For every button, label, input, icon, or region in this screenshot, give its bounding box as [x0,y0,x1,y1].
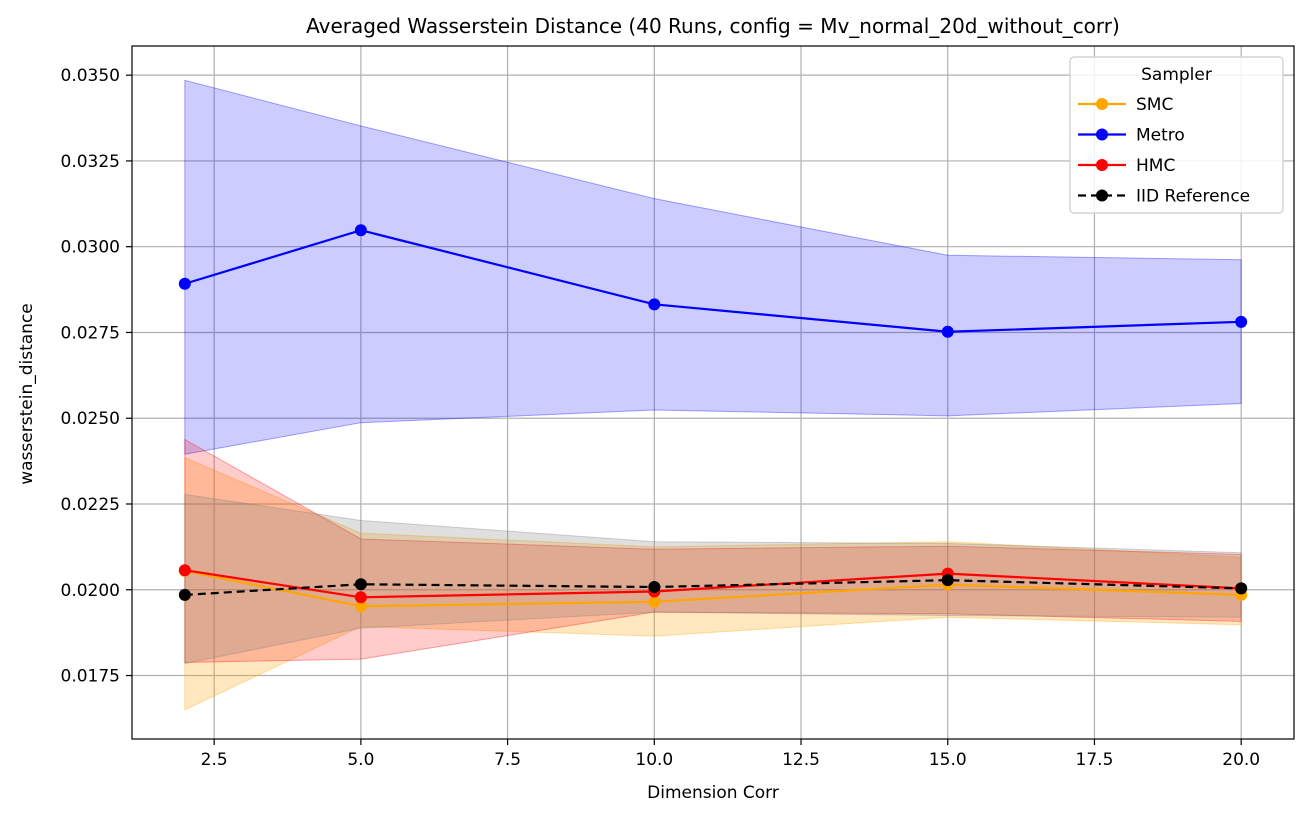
metro-point [941,325,954,338]
legend-label: SMC [1136,95,1173,115]
x-tick-label: 15.0 [929,750,967,770]
metro-point [354,224,367,237]
y-tick-label: 0.0325 [61,152,120,172]
x-tick-label: 5.0 [347,750,374,770]
hmc-point [178,564,191,577]
y-axis-label: wasserstein_distance [17,303,37,485]
x-tick-label: 17.5 [1076,750,1114,770]
legend-item-smc: SMC [1078,95,1173,115]
legend-marker [1096,189,1108,202]
legend-box [1069,56,1284,214]
legend-marker [1096,159,1108,171]
chart-title: Averaged Wasserstein Distance (40 Runs, … [306,14,1120,38]
iid-reference-point [648,581,661,594]
iid-reference-point [941,574,954,587]
legend-item-iid-reference: IID Reference [1078,187,1250,207]
y-tick-label: 0.0225 [61,495,120,515]
iid-reference-point [1235,582,1248,595]
legend-item-hmc: HMC [1078,156,1175,176]
iid-reference-point [354,578,367,591]
legend: Sampler SMC Metro HMC IID Reference [1069,56,1284,214]
iid-reference-point [178,588,191,601]
y-tick-label: 0.0275 [61,323,120,343]
iid-reference-band [184,493,1242,665]
metro-point [1235,315,1248,328]
hmc-point [354,591,367,604]
series-lines [178,224,1248,613]
x-tick-label: 2.5 [201,750,228,770]
legend-title: Sampler [1141,65,1212,85]
x-tick-label: 12.5 [782,750,820,770]
legend-marker [1096,128,1108,141]
axis-ticks: 2.5 5.0 7.5 10.0 12.5 15.0 17.5 20.0 0.0175 0.020… [61,66,1261,770]
metro-band [184,79,1242,455]
x-tick-label: 7.5 [494,750,521,770]
plot-frame [131,45,1295,740]
metro-series [178,224,1248,338]
y-tick-label: 0.0175 [61,667,120,687]
y-tick-label: 0.0250 [61,409,120,429]
confidence-bands [184,79,1242,711]
iid-reference-series [178,574,1248,601]
legend-marker [1096,98,1108,110]
legend-label: HMC [1136,156,1175,176]
legend-label: Metro [1136,126,1185,146]
x-tick-label: 10.0 [635,750,673,770]
legend-label: IID Reference [1136,187,1250,207]
y-tick-label: 0.0200 [61,581,120,601]
metro-point [648,298,661,311]
x-tick-label: 20.0 [1222,750,1260,770]
y-tick-label: 0.0350 [61,66,120,86]
hmc-band [184,438,1242,664]
smc-point [648,595,661,608]
x-axis-label: Dimension Corr [647,783,779,803]
metro-point [178,277,191,290]
y-tick-label: 0.0300 [61,238,120,258]
smc-point [354,600,367,613]
smc-band [184,456,1242,711]
legend-item-metro: Metro [1078,126,1185,146]
